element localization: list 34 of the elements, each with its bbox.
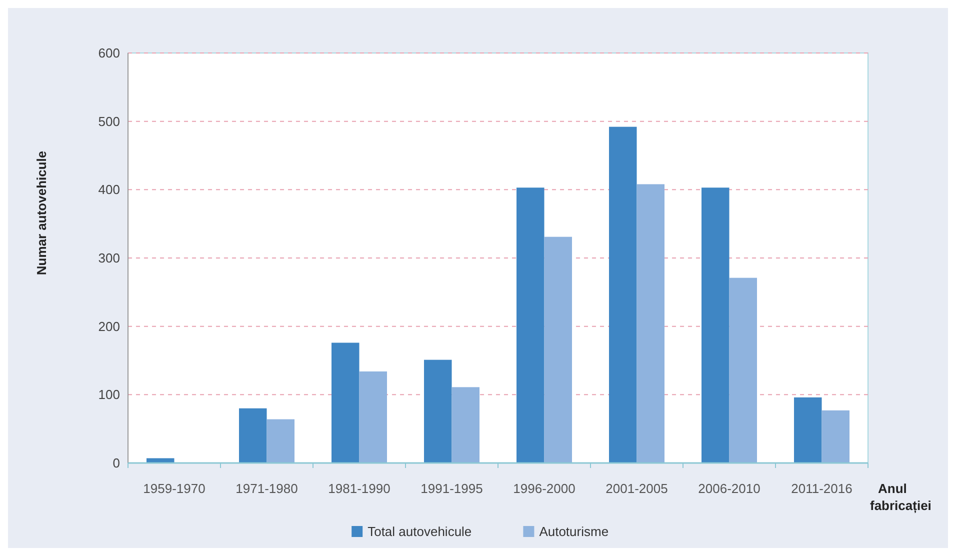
bar <box>266 419 294 463</box>
bar <box>702 188 730 463</box>
x-tick-label: 1996-2000 <box>513 481 576 496</box>
y-tick-label: 200 <box>98 318 120 334</box>
y-tick-label: 0 <box>112 456 120 471</box>
bar <box>794 397 822 463</box>
bar <box>544 236 572 463</box>
x-tick-label: 2001-2005 <box>606 481 668 496</box>
bar <box>609 126 637 463</box>
bar <box>822 410 850 463</box>
y-tick-label: 400 <box>98 182 120 198</box>
bar <box>636 184 664 463</box>
y-tick-label: 100 <box>98 387 120 402</box>
x-axis-title: Anul fabricației <box>870 481 932 514</box>
bar <box>359 371 387 463</box>
x-tick-label: 1959-1970 <box>143 481 206 496</box>
y-axis-title: Numar autovehicule <box>34 150 49 276</box>
x-tick-label: 1981-1990 <box>328 481 390 496</box>
y-tick-label: 500 <box>98 114 120 129</box>
x-tick-label: 1991-1995 <box>420 481 483 496</box>
legend-label: Total autovehicule <box>368 524 472 539</box>
legend-label: Autoturisme <box>539 524 609 539</box>
x-tick-label: 2011-2016 <box>791 481 852 496</box>
bar <box>424 360 452 463</box>
bar <box>332 342 360 463</box>
x-tick-label: 1971-1980 <box>236 481 298 496</box>
bar <box>239 408 267 463</box>
y-tick-label: 300 <box>98 250 120 266</box>
bar <box>146 458 174 463</box>
bar <box>452 387 480 463</box>
bar <box>729 278 757 463</box>
y-tick-label: 600 <box>98 46 120 61</box>
bar <box>516 188 544 463</box>
x-tick-label: 2006-2010 <box>698 481 760 496</box>
